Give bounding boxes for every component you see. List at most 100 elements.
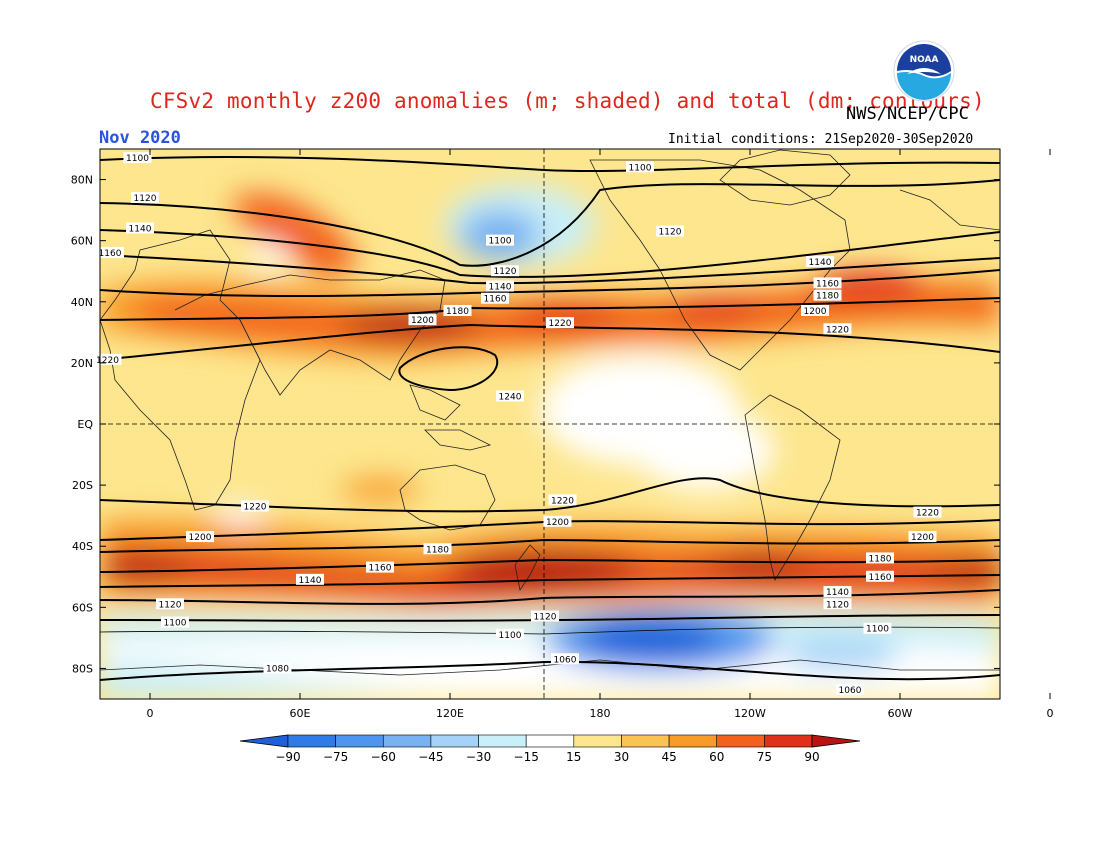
chart-title: CFSv2 monthly z200 anomalies (m; shaded)… [150, 89, 985, 113]
contour-label-box [866, 552, 894, 564]
agency-label: NWS/NCEP/CPC [846, 104, 969, 124]
contour-label-box [546, 317, 574, 329]
svg-text:NOAA: NOAA [910, 55, 939, 65]
contour-label: 1100 [629, 163, 652, 173]
lat-label: 20S [72, 479, 93, 492]
lon-label: 0 [147, 707, 154, 720]
contour-label: 1180 [816, 292, 839, 302]
contour-label-box [496, 628, 524, 640]
contour-label: 1140 [489, 283, 512, 293]
contour-label-box [626, 161, 654, 173]
contour-label-box [531, 610, 559, 622]
contour-label: 1140 [129, 224, 152, 234]
contour-label-box [96, 246, 124, 258]
colorbar-label: 45 [661, 750, 676, 764]
valid-month: Nov 2020 [99, 128, 181, 148]
contour-label-box [836, 683, 864, 695]
contour-label: 1220 [549, 319, 572, 329]
contour-label: 1200 [411, 316, 434, 326]
contour-label: 1200 [911, 533, 934, 543]
contour-label-box [161, 616, 189, 628]
contour-label-box [866, 570, 894, 582]
lat-label: 80N [71, 174, 93, 187]
colorbar-segment [430, 734, 479, 748]
colorbar-label: 90 [804, 750, 819, 764]
contour-label-box [423, 543, 452, 555]
contour-labels: 1100 1100 1120 1120 1140 1160 1100 1120 1140 1160… [93, 152, 942, 696]
contour-label: 1160 [484, 295, 507, 305]
contour-label-box [126, 222, 154, 234]
contour-label-box [131, 191, 159, 203]
contour-label-box [863, 622, 892, 634]
contour-label-box [443, 304, 472, 316]
lat-label: 40N [71, 296, 93, 309]
contour-label: 1220 [916, 509, 939, 519]
contour-label: 1220 [826, 325, 849, 335]
contour-label: 1100 [126, 154, 149, 164]
contour-label: 1060 [554, 655, 577, 665]
lon-label: 60E [290, 707, 311, 720]
colorbar-label: −45 [418, 750, 443, 764]
colorbar-segment [716, 734, 765, 748]
lat-label: 60N [71, 235, 93, 248]
colorbar: −90 −75 −60 −45 −30 −15 15 30 45 60 75 90 [239, 734, 861, 764]
noaa-logo-icon: NOAA [893, 40, 955, 102]
colorbar-segment [382, 734, 432, 748]
colorbar-label: −60 [371, 750, 396, 764]
lat-label: EQ [77, 418, 93, 431]
lat-label: 40S [72, 540, 93, 553]
contour-label-box [93, 353, 122, 365]
contour-label-box [186, 531, 214, 543]
contour-label: 1200 [189, 533, 212, 543]
contour-label-box [156, 598, 184, 610]
colorbar-segment [621, 734, 670, 748]
contour-label-box [543, 515, 572, 527]
colorbar-label: −15 [514, 750, 539, 764]
colorbar-segment [525, 734, 575, 748]
contour-label: 1120 [494, 267, 517, 277]
contour-label: 1160 [816, 279, 839, 289]
lon-label: 0 [1047, 707, 1054, 720]
contour-label: 1120 [134, 194, 157, 204]
contour-label: 1080 [266, 664, 289, 674]
colorbar-label: 30 [614, 750, 629, 764]
contour-label-box [241, 500, 269, 512]
contour-label: 1160 [369, 564, 392, 574]
contour-label: 1200 [804, 307, 827, 317]
colorbar-label: −30 [466, 750, 491, 764]
colorbar-label: −90 [275, 750, 300, 764]
contour-label: 1220 [244, 503, 267, 513]
contour-label: 1180 [869, 554, 892, 564]
contour-label: 1120 [826, 600, 849, 610]
contour-label: 1220 [551, 496, 574, 506]
lon-label: 60W [888, 707, 913, 720]
contour-label: 1140 [826, 588, 849, 598]
lon-label: 120E [436, 707, 464, 720]
contour-label: 1120 [159, 600, 182, 610]
contour-label: 1160 [869, 573, 892, 583]
longitude-axis: 0 60E 120E 180 120W 60W 0 [147, 149, 1054, 720]
height-contours [100, 156, 1000, 681]
contour-label: 1220 [96, 356, 119, 366]
lon-label: 120W [734, 707, 766, 720]
colorbar-arrow-low [239, 734, 289, 748]
contour-label: 1140 [299, 576, 322, 586]
contour-label-box [496, 390, 524, 402]
colorbar-label: 75 [757, 750, 772, 764]
colorbar-segment [668, 734, 718, 748]
latitude-axis: 80N 60N 40N 20N EQ 20S 40S 60S 80S [71, 174, 1000, 675]
contour-label: 1180 [426, 545, 449, 555]
contour-label-box [823, 323, 852, 335]
contour-label-box [486, 280, 514, 292]
contour-label-box [481, 292, 509, 304]
contour-label: 1120 [659, 228, 682, 238]
colorbar-label: 60 [709, 750, 724, 764]
contour-label-box [366, 561, 394, 573]
lat-label: 20N [71, 357, 93, 370]
contour-label-box [486, 234, 514, 246]
contour-label-box [908, 531, 937, 543]
colorbar-segment [335, 734, 384, 748]
colorbar-segment [573, 734, 622, 748]
lat-label: 60S [72, 601, 93, 614]
